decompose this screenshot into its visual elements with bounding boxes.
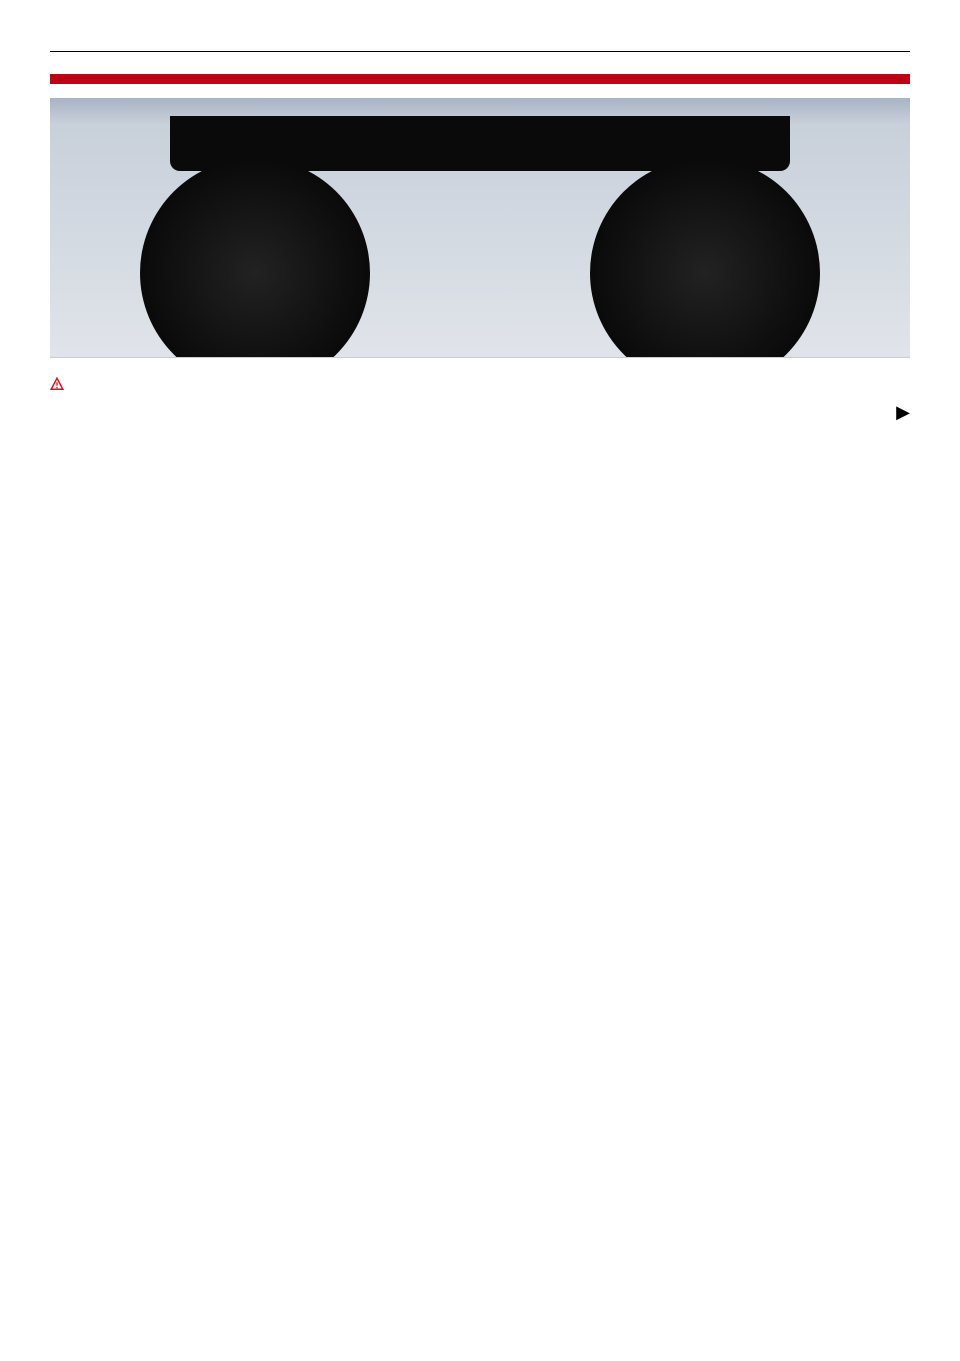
tachometer-gauge [140,158,370,358]
warning-triangle-icon [50,377,64,397]
continued-arrow-icon: ▶ [896,402,910,423]
intro-paragraph [50,376,467,397]
left-column [50,376,467,411]
overview-bar [50,74,910,84]
two-column-layout [50,376,910,411]
running-head [50,28,910,52]
figure-dashboard [50,98,910,358]
right-column [493,376,910,411]
speedometer-gauge [590,158,820,358]
